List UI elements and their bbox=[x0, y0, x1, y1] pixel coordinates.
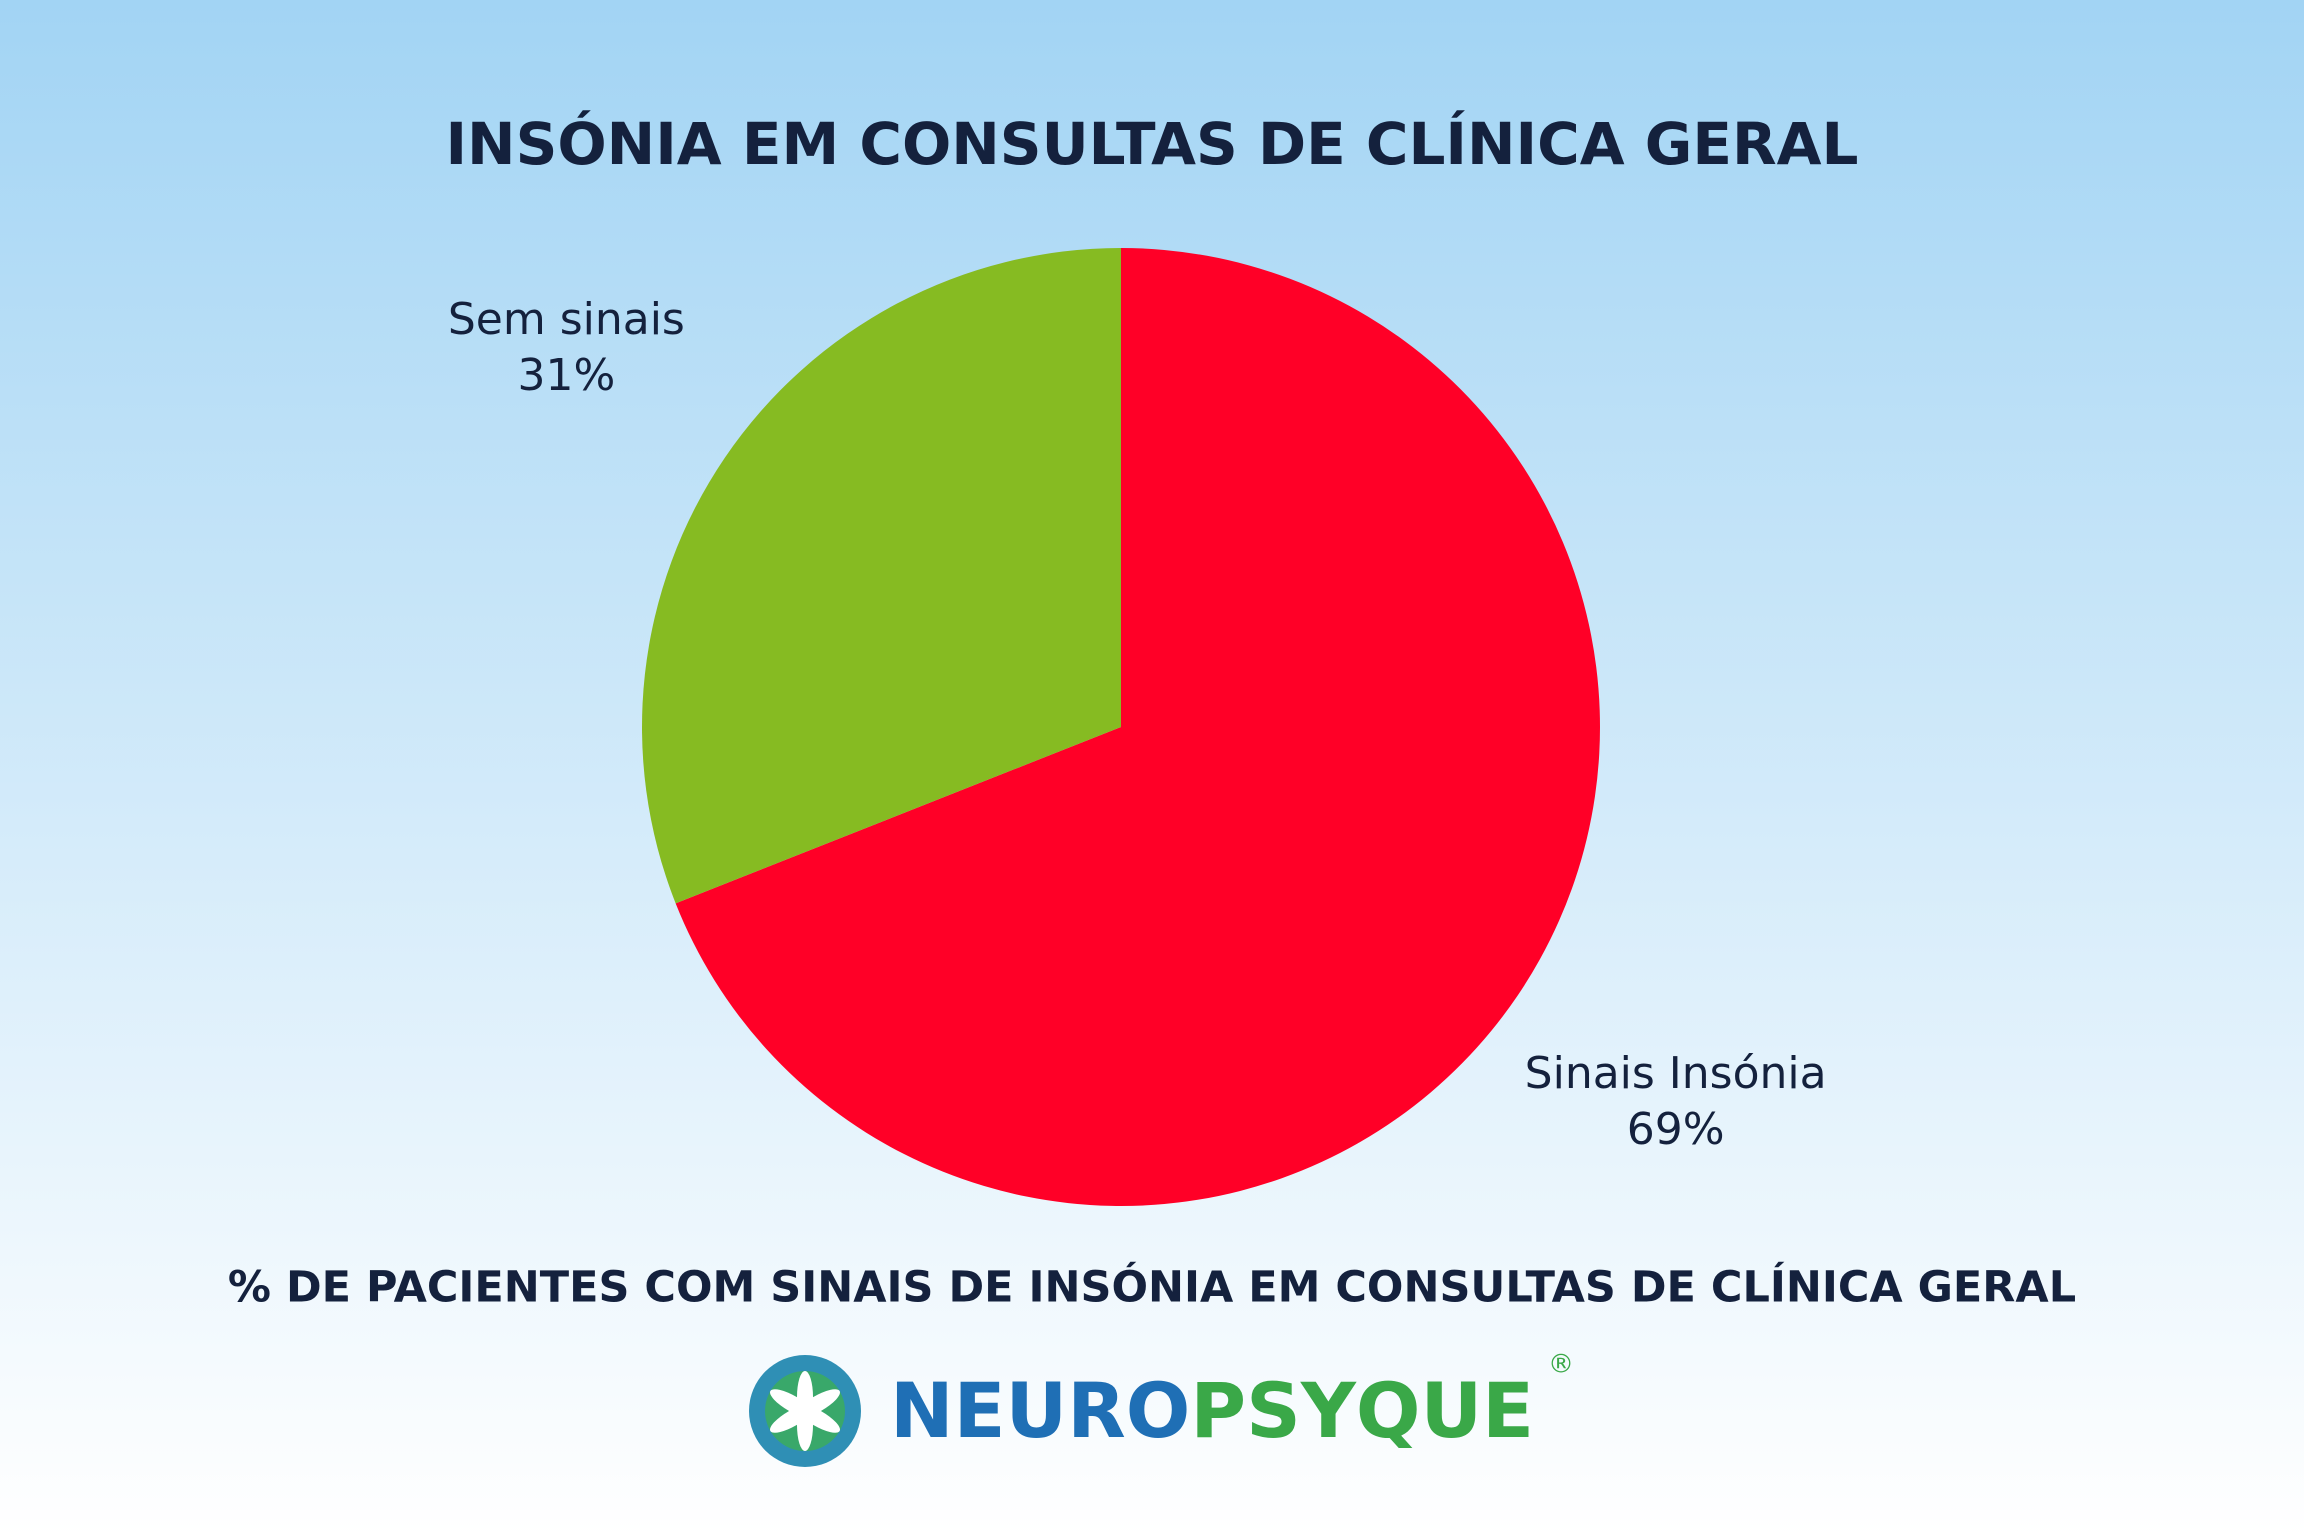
chart-title: INSÓNIA EM CONSULTAS DE CLÍNICA GERAL bbox=[445, 109, 1858, 178]
value-label: 69% bbox=[1627, 1104, 1725, 1155]
slice-label: Sem sinais bbox=[448, 294, 685, 345]
logo-text: NEUROPSYQUE bbox=[890, 1366, 1534, 1455]
pie-slice bbox=[642, 248, 1121, 904]
slice-label: Sinais Insónia bbox=[1525, 1048, 1827, 1099]
pie-slice bbox=[675, 248, 1600, 1206]
logo-icon bbox=[749, 1355, 861, 1467]
logo-part1: NEURO bbox=[890, 1366, 1190, 1455]
logo-part2: PSYQUE bbox=[1190, 1366, 1534, 1455]
logo-mark: ® bbox=[1548, 1350, 1574, 1380]
value-label: 31% bbox=[517, 350, 615, 401]
chart-subtitle: % DE PACIENTES COM SINAIS DE INSÓNIA EM … bbox=[228, 1262, 2076, 1313]
